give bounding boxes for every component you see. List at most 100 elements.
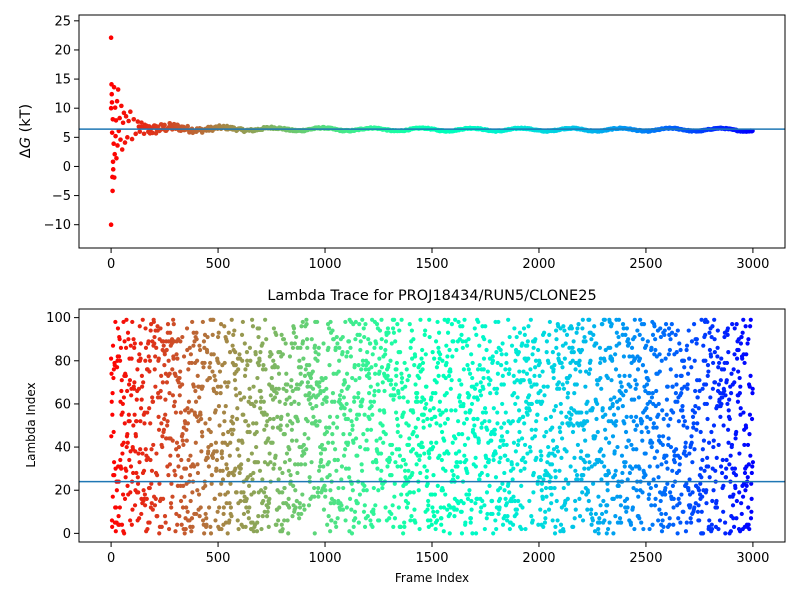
lambda-point — [370, 524, 375, 530]
lambda-point — [146, 339, 151, 344]
lambda-point — [497, 460, 502, 465]
lambda-point — [749, 509, 754, 514]
lambda-point — [725, 326, 730, 331]
lambda-point — [641, 526, 646, 532]
lambda-point — [479, 505, 484, 510]
lambda-point — [457, 393, 462, 398]
lambda-point — [320, 378, 325, 383]
lambda-point — [392, 393, 397, 398]
lambda-point — [154, 345, 159, 350]
lambda-point — [170, 367, 175, 372]
lambda-point — [593, 511, 598, 517]
lambda-point — [745, 475, 750, 480]
lambda-point — [478, 509, 483, 514]
dg-point — [119, 103, 124, 109]
lambda-point — [689, 365, 694, 370]
lambda-point — [689, 434, 694, 439]
lambda-point — [134, 419, 139, 424]
lambda-point — [216, 330, 221, 335]
lambda-point — [261, 399, 266, 404]
lambda-point — [302, 432, 307, 437]
lambda-point — [505, 514, 510, 519]
lambda-point — [634, 414, 639, 419]
lambda-point — [624, 444, 629, 450]
dg-point — [111, 141, 116, 147]
lambda-point — [693, 403, 698, 409]
lambda-point — [620, 322, 626, 327]
lambda-point — [432, 356, 437, 361]
lambda-point — [296, 401, 301, 407]
lambda-point — [431, 473, 436, 478]
lambda-point — [143, 503, 148, 508]
lambda-point — [579, 410, 584, 415]
lambda-point — [226, 330, 231, 335]
lambda-point — [456, 419, 461, 424]
lambda-point — [359, 367, 364, 372]
lambda-point — [285, 423, 290, 428]
lambda-point — [121, 319, 126, 325]
lambda-point — [335, 457, 340, 463]
lambda-point — [358, 444, 363, 450]
lambda-point — [598, 356, 603, 361]
lambda-point — [367, 391, 372, 396]
lambda-point — [296, 386, 301, 391]
lambda-point — [497, 505, 502, 510]
lambda-point — [321, 507, 327, 512]
lambda-point — [366, 371, 371, 376]
lambda-point — [553, 475, 558, 480]
lambda-point — [395, 464, 400, 469]
lambda-point — [246, 483, 252, 489]
lambda-point — [703, 382, 709, 387]
lambda-point — [671, 505, 676, 510]
lambda-point — [483, 324, 488, 329]
lambda-point — [247, 386, 252, 391]
lambda-point — [504, 360, 509, 366]
lambda-point — [659, 511, 664, 517]
lambda-point — [273, 453, 278, 458]
lambda-point — [450, 354, 455, 359]
lambda-point — [198, 412, 203, 417]
lambda-point — [733, 473, 739, 478]
lambda-point — [543, 509, 548, 514]
lambda-point — [353, 378, 358, 383]
lambda-point — [649, 345, 654, 350]
lambda-point — [481, 386, 486, 391]
lambda-point — [397, 453, 403, 458]
lambda-point — [490, 358, 496, 363]
lambda-point — [317, 384, 322, 389]
lambda-point — [279, 332, 284, 337]
lambda-point — [217, 505, 222, 510]
lambda-point — [227, 350, 233, 355]
lambda-point — [513, 358, 518, 363]
lambda-point — [576, 322, 581, 327]
dg-point — [126, 118, 131, 124]
lambda-point — [307, 475, 312, 480]
lambda-point — [251, 384, 256, 389]
lambda-point — [688, 503, 693, 508]
lambda-point — [696, 488, 702, 493]
lambda-point — [462, 442, 468, 448]
lambda-point — [587, 460, 592, 465]
lambda-point — [324, 425, 329, 430]
lambda-point — [435, 483, 440, 489]
lambda-point — [444, 391, 449, 396]
lambda-point — [583, 438, 588, 443]
lambda-point — [547, 451, 552, 456]
lambda-point — [731, 516, 736, 521]
lambda-point — [612, 395, 617, 400]
lambda-point — [126, 337, 131, 342]
lambda-point — [447, 347, 452, 353]
lambda-point — [656, 475, 661, 480]
lambda-point — [721, 367, 727, 372]
lambda-point — [403, 462, 408, 467]
lambda-point — [117, 337, 122, 342]
lambda-point — [669, 322, 674, 327]
lambda-chart-title: Lambda Trace for PROJ18434/RUN5/CLONE25 — [267, 288, 596, 304]
lambda-point — [410, 470, 415, 476]
lambda-point — [591, 332, 596, 337]
lambda-point — [519, 526, 524, 532]
lambda-point — [267, 416, 273, 422]
lambda-point — [110, 524, 115, 530]
lambda-point — [272, 362, 277, 368]
lambda-point — [299, 511, 304, 517]
